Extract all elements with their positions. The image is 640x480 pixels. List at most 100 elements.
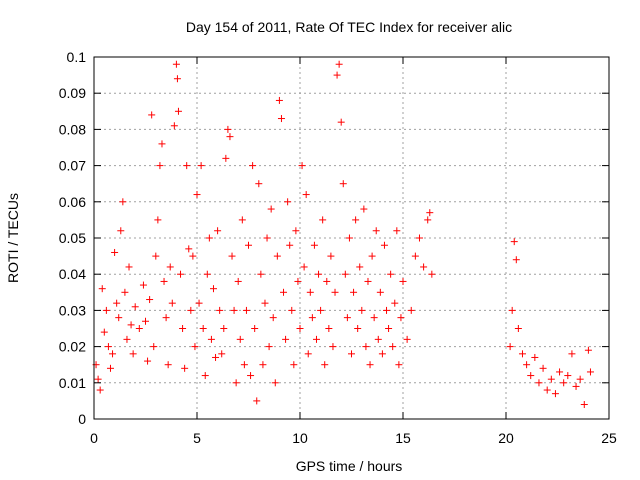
data-point	[226, 133, 234, 141]
data-point	[172, 60, 180, 68]
data-point	[195, 299, 203, 307]
data-point	[339, 180, 347, 188]
x-tick-label: 10	[292, 430, 308, 446]
data-point	[212, 353, 220, 361]
data-point	[109, 350, 117, 358]
data-point	[253, 397, 261, 405]
data-point	[380, 241, 388, 249]
data-point	[304, 350, 312, 358]
data-point	[337, 118, 345, 126]
data-point	[216, 306, 224, 314]
data-point	[177, 270, 185, 278]
data-point	[535, 379, 543, 387]
data-point	[111, 248, 119, 256]
data-point	[411, 252, 419, 260]
data-point	[222, 154, 230, 162]
data-point	[391, 299, 399, 307]
x-tick-label: 15	[395, 430, 411, 446]
y-tick-label: 0.06	[59, 194, 86, 210]
data-point	[135, 325, 143, 332]
data-point	[319, 216, 327, 224]
data-point	[170, 122, 178, 130]
data-point	[191, 343, 199, 351]
y-axis-ticks: 0 0.01 0.02 0.03 0.04 0.05 0.06 0.07 0.08 0.09 0.1	[59, 49, 609, 427]
data-point	[543, 386, 551, 394]
data-point	[189, 252, 197, 260]
chart-title: Day 154 of 2011, Rate Of TEC Index for r…	[186, 19, 512, 35]
data-point	[100, 328, 108, 336]
data-point	[428, 270, 436, 278]
data-point	[277, 115, 285, 123]
y-tick-label: 0.02	[59, 339, 86, 355]
data-point	[358, 306, 366, 314]
data-point	[580, 401, 588, 409]
data-point	[294, 277, 302, 285]
data-point	[315, 270, 323, 278]
data-point	[158, 140, 166, 148]
data-point	[199, 325, 207, 332]
data-point	[286, 241, 294, 249]
data-point	[240, 361, 248, 369]
data-point	[378, 350, 386, 358]
data-point	[364, 277, 372, 285]
data-point	[308, 314, 316, 322]
data-point	[288, 306, 296, 314]
data-point	[370, 314, 378, 322]
data-point	[343, 314, 351, 322]
data-point	[403, 335, 411, 343]
data-point	[512, 256, 520, 264]
data-point	[203, 270, 211, 278]
data-point	[354, 325, 362, 332]
data-point	[551, 390, 559, 398]
data-point	[220, 325, 228, 332]
data-point	[327, 252, 335, 260]
data-point	[539, 364, 547, 372]
data-point	[333, 71, 341, 79]
data-point	[228, 252, 236, 260]
data-point	[267, 205, 275, 213]
data-point	[144, 357, 152, 365]
data-point	[224, 125, 232, 133]
y-tick-label: 0.07	[59, 158, 86, 174]
x-tick-label: 5	[193, 430, 201, 446]
data-point	[321, 361, 329, 369]
data-point	[269, 314, 277, 322]
data-point	[300, 263, 308, 271]
x-tick-label: 25	[601, 430, 617, 446]
y-tick-label: 0.08	[59, 121, 86, 137]
data-point	[273, 252, 281, 260]
data-point	[329, 343, 337, 351]
data-point	[214, 227, 222, 235]
data-point	[564, 372, 572, 380]
data-point	[247, 372, 255, 380]
data-point	[426, 209, 434, 217]
data-point	[139, 281, 147, 289]
x-tick-label: 0	[90, 430, 98, 446]
data-point	[129, 350, 137, 358]
data-point	[395, 361, 403, 369]
data-point	[586, 368, 594, 376]
data-point	[306, 288, 314, 296]
data-point	[350, 288, 358, 296]
data-point	[232, 379, 240, 387]
data-point	[531, 353, 539, 361]
data-point	[183, 162, 191, 170]
data-point	[393, 227, 401, 235]
data-point	[121, 288, 129, 296]
data-point	[119, 198, 127, 206]
data-point	[275, 96, 283, 104]
data-point	[148, 111, 156, 119]
data-point	[156, 162, 164, 170]
data-point	[510, 238, 518, 246]
data-point	[296, 325, 304, 332]
data-point	[282, 335, 290, 343]
data-point	[506, 343, 514, 351]
data-point	[323, 277, 331, 285]
data-point	[345, 234, 353, 242]
data-point	[292, 227, 300, 235]
data-point	[374, 335, 382, 343]
data-point	[376, 288, 384, 296]
y-tick-label: 0.01	[59, 375, 86, 391]
data-point	[181, 364, 189, 372]
data-point	[113, 299, 121, 307]
